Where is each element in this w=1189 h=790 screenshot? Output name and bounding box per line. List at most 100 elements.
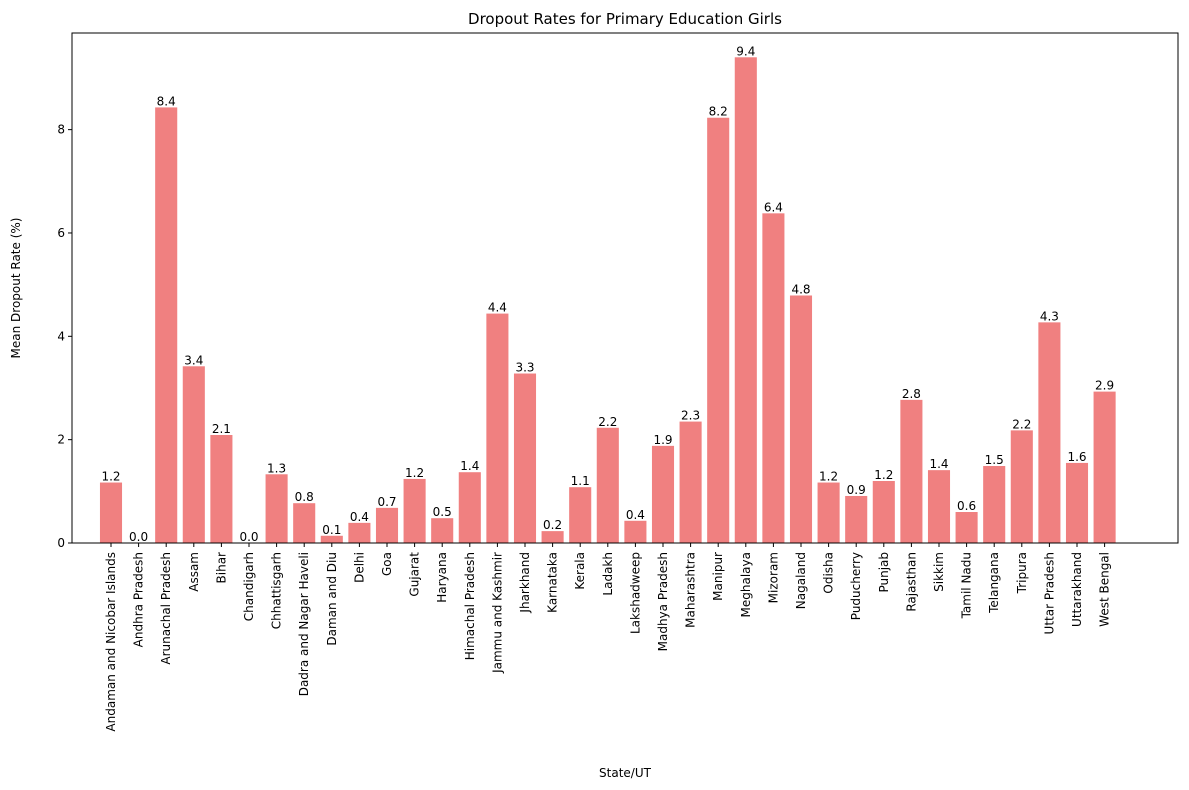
bar-value-label: 1.2 bbox=[101, 470, 120, 484]
x-axis-label: State/UT bbox=[599, 766, 652, 780]
bar-labels-group: 1.2 0.0 8.4 3.4 2.1 0.0 1.3 0.8 0.1 0.4 0.7 1.2 0.5 1… bbox=[101, 44, 1114, 544]
x-tick-label: Maharashtra bbox=[684, 552, 698, 628]
bar-value-label: 1.2 bbox=[819, 470, 838, 484]
bar-value-label: 2.2 bbox=[598, 415, 617, 429]
bar-value-label: 9.4 bbox=[736, 44, 755, 58]
bar bbox=[707, 117, 730, 544]
x-tick-label: Andaman and Nicobar Islands bbox=[104, 552, 118, 732]
bar-value-label: 8.2 bbox=[709, 105, 728, 119]
bar bbox=[155, 107, 178, 543]
bar-value-label: 2.8 bbox=[902, 387, 921, 401]
bar-value-label: 2.1 bbox=[212, 422, 231, 436]
x-tick-label: Punjab bbox=[877, 552, 891, 593]
bar bbox=[210, 435, 233, 543]
bar-value-label: 4.8 bbox=[791, 282, 810, 296]
bar bbox=[983, 466, 1006, 543]
bars-group bbox=[99, 57, 1116, 544]
y-tick-label: 8 bbox=[57, 123, 65, 137]
bar-value-label: 2.9 bbox=[1095, 379, 1114, 393]
bar bbox=[900, 399, 923, 543]
bar-value-label: 0.0 bbox=[129, 530, 148, 544]
x-tick-label: Dadra and Nagar Haveli bbox=[297, 552, 311, 696]
x-tick-label: Meghalaya bbox=[739, 552, 753, 617]
bar-value-label: 1.5 bbox=[985, 453, 1004, 467]
bar bbox=[596, 427, 619, 543]
bar-value-label: 0.1 bbox=[322, 523, 341, 537]
bar-value-label: 0.0 bbox=[239, 530, 258, 544]
bar bbox=[458, 472, 481, 543]
x-tick-label: Odisha bbox=[822, 552, 836, 594]
x-tick-label: Puducherry bbox=[849, 552, 863, 620]
x-tick-label: Rajasthan bbox=[904, 552, 918, 612]
x-tick-label: Lakshadweep bbox=[628, 552, 642, 634]
bar bbox=[762, 213, 785, 543]
bar-value-label: 4.3 bbox=[1040, 309, 1059, 323]
bar-value-label: 2.2 bbox=[1012, 417, 1031, 431]
x-tick-label: Manipur bbox=[711, 552, 725, 601]
y-tick-label: 0 bbox=[57, 536, 65, 550]
x-tick-label: Uttarakhand bbox=[1070, 552, 1084, 627]
bar-value-label: 0.7 bbox=[377, 495, 396, 509]
x-tick-label: Arunachal Pradesh bbox=[159, 552, 173, 665]
x-tick-label: Daman and Diu bbox=[325, 552, 339, 646]
bar-value-label: 0.4 bbox=[626, 508, 645, 522]
x-tick-label: Telangana bbox=[987, 552, 1001, 614]
bar bbox=[293, 503, 316, 543]
x-axis-ticks: Andaman and Nicobar Islands Andhra Prades… bbox=[104, 543, 1112, 732]
x-tick-label: West Bengal bbox=[1098, 552, 1112, 627]
x-tick-label: Kerala bbox=[573, 552, 587, 590]
x-tick-label: Gujarat bbox=[408, 552, 422, 597]
bar-value-label: 1.2 bbox=[874, 468, 893, 482]
bar-value-label: 4.4 bbox=[488, 301, 507, 315]
plot-frame bbox=[71, 32, 1179, 544]
x-tick-label: Assam bbox=[187, 552, 201, 592]
bar bbox=[845, 495, 868, 543]
y-axis-ticks: 0 2 4 6 8 bbox=[57, 123, 72, 550]
bar bbox=[1010, 430, 1033, 543]
bar bbox=[486, 313, 509, 543]
bar-value-label: 1.6 bbox=[1067, 450, 1086, 464]
bar-value-label: 0.2 bbox=[543, 518, 562, 532]
x-tick-label: Goa bbox=[380, 552, 394, 576]
bar bbox=[265, 474, 288, 543]
bar bbox=[541, 531, 564, 543]
bar bbox=[569, 487, 592, 543]
bar bbox=[320, 535, 343, 543]
bar bbox=[734, 57, 757, 543]
x-tick-label: Nagaland bbox=[794, 552, 808, 609]
bar-value-label: 1.4 bbox=[929, 457, 948, 471]
x-tick-label: Jharkhand bbox=[518, 552, 532, 614]
bar bbox=[99, 482, 123, 543]
bar bbox=[955, 512, 978, 543]
bar bbox=[679, 421, 702, 543]
bar-value-label: 0.5 bbox=[433, 505, 452, 519]
x-tick-label: Bihar bbox=[214, 552, 228, 584]
bar bbox=[513, 373, 537, 543]
bar bbox=[789, 295, 813, 543]
bar bbox=[348, 522, 371, 543]
bar bbox=[1093, 391, 1116, 543]
bar-value-label: 1.1 bbox=[571, 474, 590, 488]
bar bbox=[1038, 322, 1061, 543]
x-tick-label: Chandigarh bbox=[242, 552, 256, 621]
y-tick-label: 6 bbox=[57, 226, 65, 240]
bar-value-label: 1.4 bbox=[460, 459, 479, 473]
x-tick-label: Himachal Pradesh bbox=[463, 552, 477, 660]
bar bbox=[403, 478, 426, 543]
bar-value-label: 0.8 bbox=[295, 490, 314, 504]
y-axis-label: Mean Dropout Rate (%) bbox=[9, 218, 23, 359]
bar-value-label: 0.6 bbox=[957, 499, 976, 513]
bar-value-label: 1.3 bbox=[267, 461, 286, 475]
bar-value-label: 0.4 bbox=[350, 510, 369, 524]
x-tick-label: Karnataka bbox=[546, 552, 560, 613]
x-tick-label: Ladakh bbox=[601, 552, 615, 596]
bar bbox=[431, 518, 454, 543]
bar-value-label: 2.3 bbox=[681, 409, 700, 423]
x-tick-label: Chhattisgarh bbox=[270, 552, 284, 629]
bar-value-label: 1.2 bbox=[405, 466, 424, 480]
x-tick-label: Delhi bbox=[352, 552, 366, 583]
bar bbox=[651, 445, 675, 543]
x-tick-label: Madhya Pradesh bbox=[656, 552, 670, 651]
